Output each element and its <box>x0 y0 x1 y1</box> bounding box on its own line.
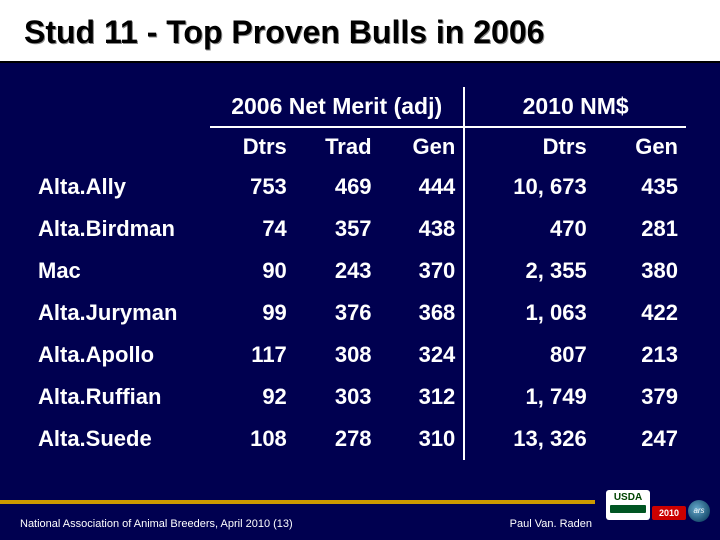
cell: 108 <box>210 418 295 460</box>
slide: Stud 11 - Top Proven Bulls in 2006 2006 … <box>0 0 720 540</box>
cell: 90 <box>210 250 295 292</box>
table-container: 2006 Net Merit (adj) 2010 NM$ Dtrs Trad … <box>0 63 720 460</box>
cell: 278 <box>295 418 380 460</box>
cell: 1, 063 <box>464 292 594 334</box>
cell: 380 <box>595 250 686 292</box>
table-row: Alta.Ally 753 469 444 10, 673 435 <box>34 166 686 208</box>
group-header-row: 2006 Net Merit (adj) 2010 NM$ <box>34 87 686 127</box>
cell: 1, 749 <box>464 376 594 418</box>
usda-bar-icon <box>610 505 646 513</box>
cell: 13, 326 <box>464 418 594 460</box>
col-header-dtrs1: Dtrs <box>210 127 295 166</box>
cell: 10, 673 <box>464 166 594 208</box>
cell: 92 <box>210 376 295 418</box>
ars-logo-icon: ars <box>688 500 710 522</box>
cell: 438 <box>380 208 465 250</box>
group-header-2010: 2010 NM$ <box>464 87 686 127</box>
table-row: Alta.Suede 108 278 310 13, 326 247 <box>34 418 686 460</box>
column-header-row: Dtrs Trad Gen Dtrs Gen <box>34 127 686 166</box>
cell: 435 <box>595 166 686 208</box>
cell: 117 <box>210 334 295 376</box>
col-header-trad: Trad <box>295 127 380 166</box>
table-row: Alta.Ruffian 92 303 312 1, 749 379 <box>34 376 686 418</box>
cell: 310 <box>380 418 465 460</box>
footer-accent-line <box>0 500 595 504</box>
cell: 2, 355 <box>464 250 594 292</box>
cell: 469 <box>295 166 380 208</box>
group-header-blank <box>34 87 210 127</box>
cell: 303 <box>295 376 380 418</box>
col-header-gen1: Gen <box>380 127 465 166</box>
cell: 308 <box>295 334 380 376</box>
row-name: Alta.Suede <box>34 418 210 460</box>
col-header-dtrs2: Dtrs <box>464 127 594 166</box>
col-header-gen2: Gen <box>595 127 686 166</box>
table-body: Alta.Ally 753 469 444 10, 673 435 Alta.B… <box>34 166 686 460</box>
footer-right-text: Paul Van. Raden <box>510 518 592 530</box>
cell: 422 <box>595 292 686 334</box>
cell: 281 <box>595 208 686 250</box>
cell: 99 <box>210 292 295 334</box>
cell: 213 <box>595 334 686 376</box>
cell: 376 <box>295 292 380 334</box>
cell: 247 <box>595 418 686 460</box>
cell: 74 <box>210 208 295 250</box>
cell: 379 <box>595 376 686 418</box>
col-header-blank <box>34 127 210 166</box>
table-row: Alta.Birdman 74 357 438 470 281 <box>34 208 686 250</box>
cell: 470 <box>464 208 594 250</box>
footer: National Association of Animal Breeders,… <box>0 500 720 540</box>
table-row: Alta.Apollo 117 308 324 807 213 <box>34 334 686 376</box>
data-table: 2006 Net Merit (adj) 2010 NM$ Dtrs Trad … <box>34 87 686 460</box>
cell: 444 <box>380 166 465 208</box>
cell: 370 <box>380 250 465 292</box>
table-row: Mac 90 243 370 2, 355 380 <box>34 250 686 292</box>
row-name: Alta.Apollo <box>34 334 210 376</box>
cell: 368 <box>380 292 465 334</box>
cell: 324 <box>380 334 465 376</box>
logo-area: USDA 2010 ars <box>600 496 712 536</box>
table-row: Alta.Juryman 99 376 368 1, 063 422 <box>34 292 686 334</box>
row-name: Mac <box>34 250 210 292</box>
usda-text: USDA <box>614 492 642 503</box>
group-header-2006: 2006 Net Merit (adj) <box>210 87 464 127</box>
cell: 312 <box>380 376 465 418</box>
year-badge: 2010 <box>652 506 686 520</box>
row-name: Alta.Birdman <box>34 208 210 250</box>
footer-left-text: National Association of Animal Breeders,… <box>20 518 293 530</box>
row-name: Alta.Ally <box>34 166 210 208</box>
cell: 807 <box>464 334 594 376</box>
cell: 357 <box>295 208 380 250</box>
slide-title: Stud 11 - Top Proven Bulls in 2006 <box>0 0 720 63</box>
cell: 753 <box>210 166 295 208</box>
row-name: Alta.Juryman <box>34 292 210 334</box>
cell: 243 <box>295 250 380 292</box>
usda-logo-icon: USDA <box>606 490 650 520</box>
row-name: Alta.Ruffian <box>34 376 210 418</box>
